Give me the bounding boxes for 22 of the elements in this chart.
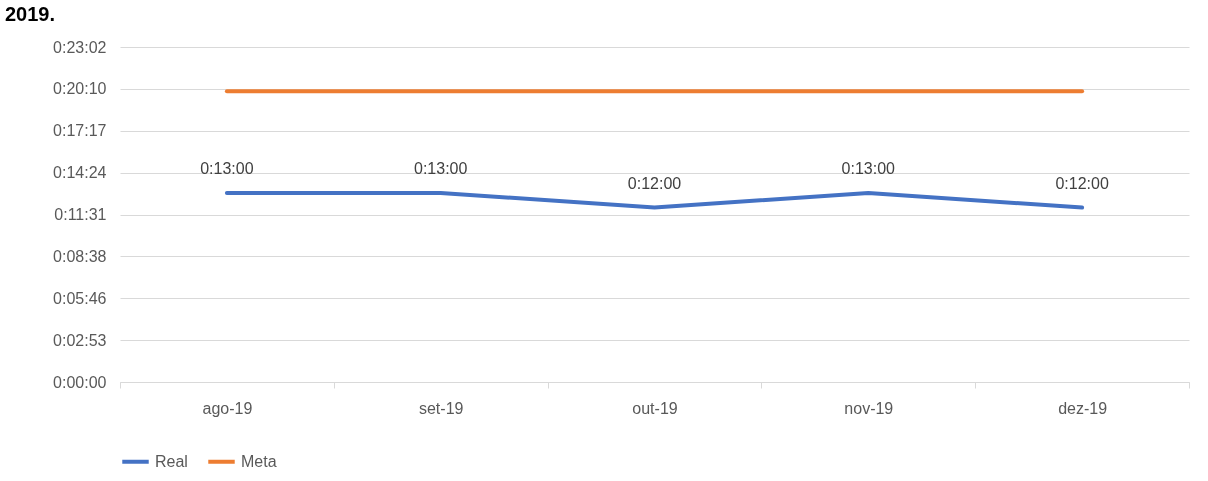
y-tick-label: 0:02:53: [53, 331, 107, 349]
x-tick-label: set-19: [418, 399, 464, 417]
data-label: 0:12:00: [627, 174, 682, 192]
data-label: 0:13:00: [841, 159, 896, 177]
x-tick-label: ago-19: [202, 399, 253, 417]
y-tick-label: 0:08:38: [53, 247, 107, 265]
legend-label: Meta: [241, 452, 277, 470]
data-label: 0:13:00: [414, 159, 468, 177]
y-tick-label: 0:23:02: [53, 38, 107, 56]
data-label: 0:13:00: [200, 159, 254, 177]
y-tick-label: 0:20:10: [53, 80, 107, 98]
chart-title: 2019.: [5, 3, 56, 25]
y-tick-label: 0:14:24: [53, 164, 107, 182]
y-tick-label: 0:05:46: [53, 289, 107, 307]
y-tick-label: 0:11:31: [54, 206, 107, 223]
x-tick-label: dez-19: [1058, 399, 1108, 417]
y-tick-label: 0:00:00: [53, 373, 107, 391]
x-tick-label: out-19: [632, 399, 678, 417]
x-tick-label: nov-19: [844, 399, 894, 417]
y-tick-label: 0:17:17: [53, 122, 107, 140]
data-label: 0:12:00: [1055, 174, 1109, 192]
legend-label: Real: [155, 452, 188, 470]
